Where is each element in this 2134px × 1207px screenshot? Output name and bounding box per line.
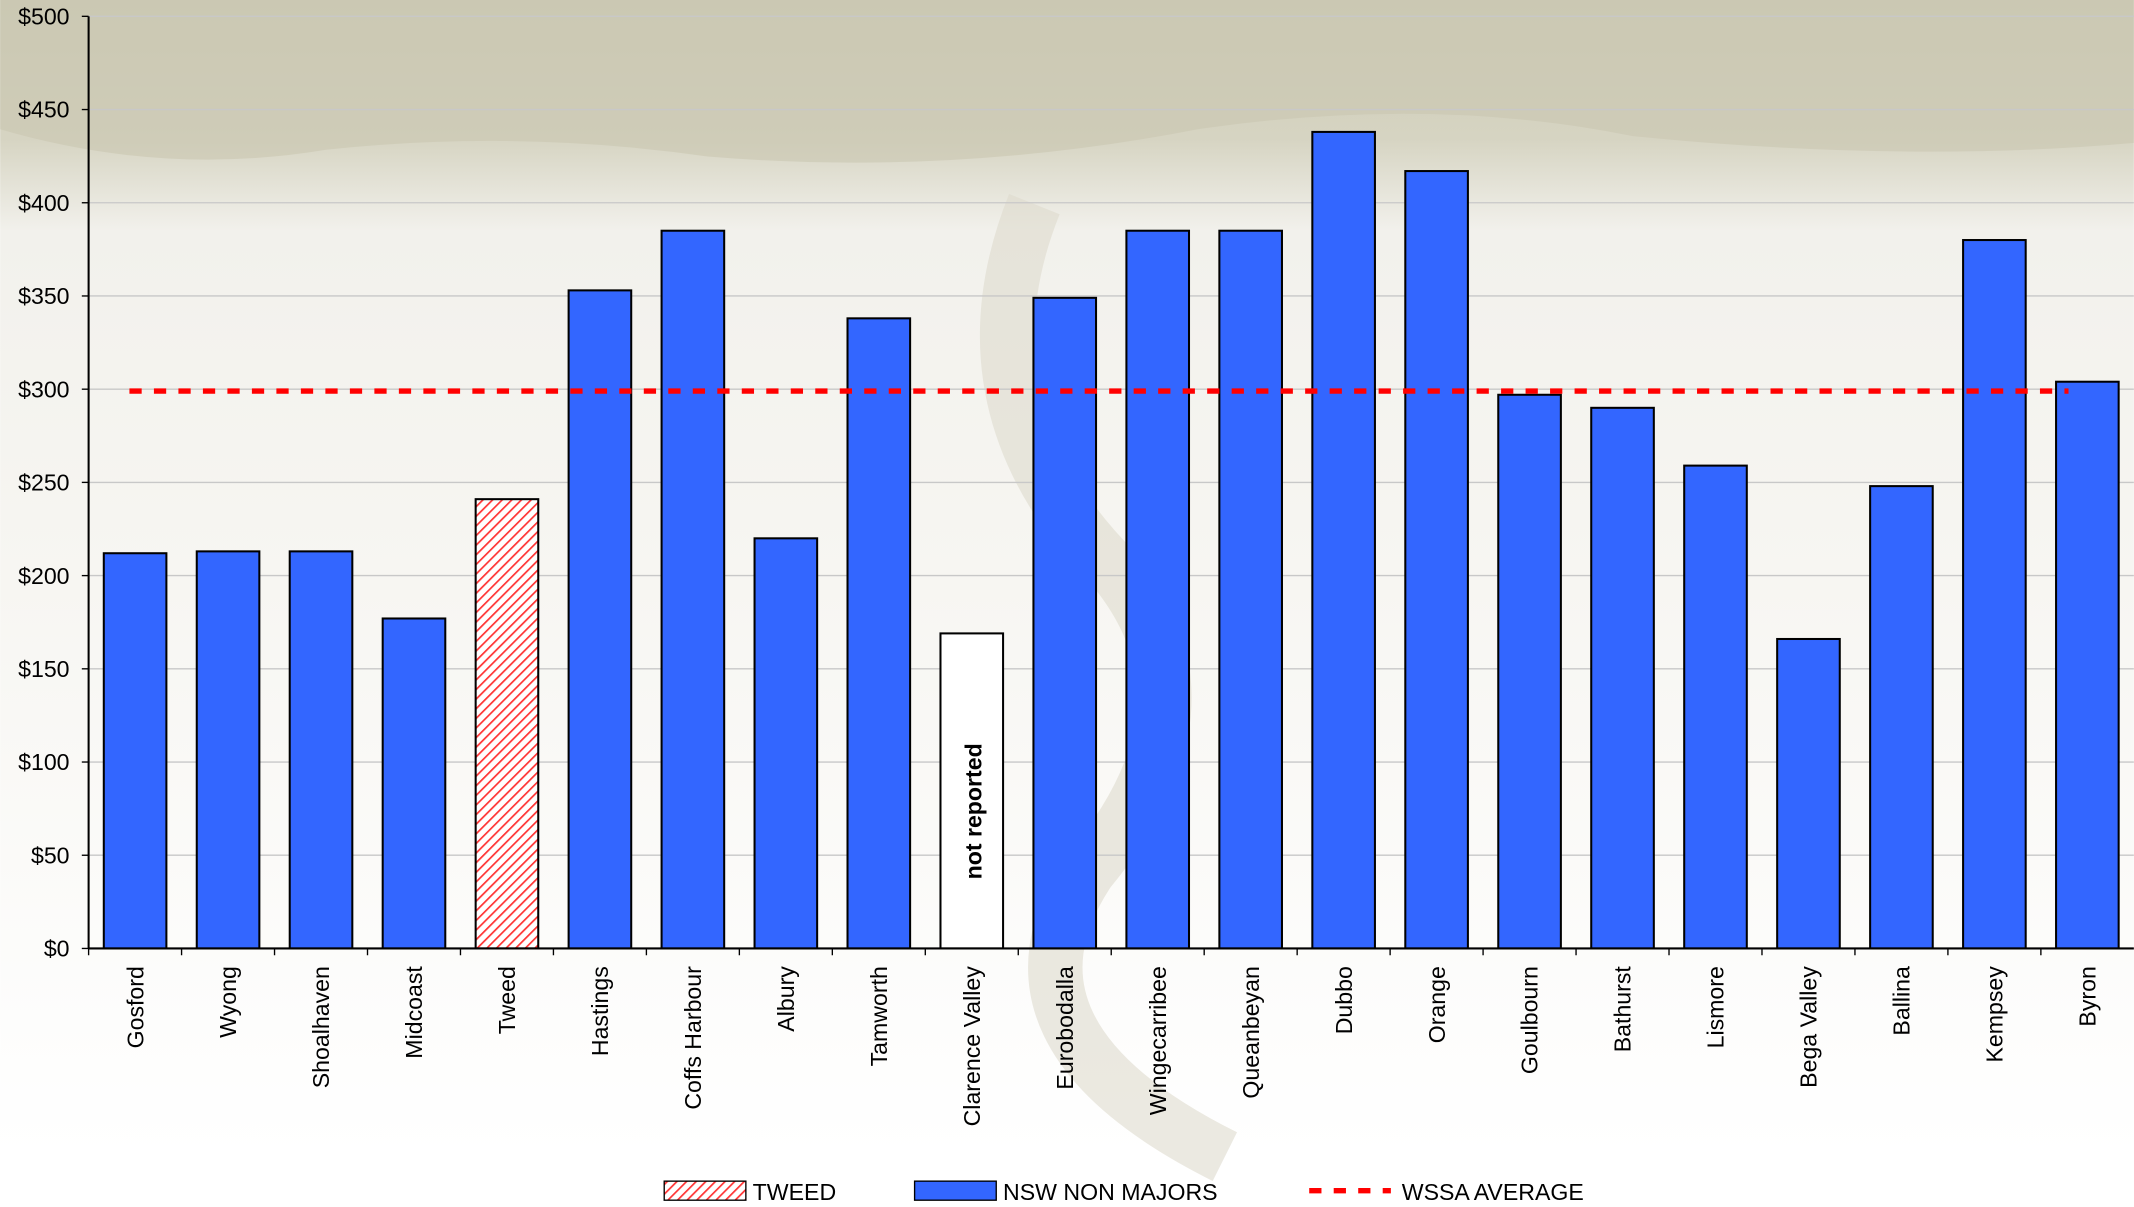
bar	[197, 551, 260, 948]
y-tick-label: $400	[18, 190, 69, 216]
x-tick-label: Orange	[1424, 966, 1450, 1043]
x-tick-label: Wingecarribee	[1145, 966, 1171, 1115]
legend-swatch	[664, 1181, 746, 1200]
y-tick-label: $100	[18, 749, 69, 775]
bar	[476, 499, 539, 948]
x-tick-label: Dubbo	[1331, 966, 1357, 1034]
bar	[1312, 132, 1375, 949]
bar	[1777, 639, 1840, 948]
x-tick-label: Shoalhaven	[308, 966, 334, 1088]
x-tick-label: Tamworth	[866, 966, 892, 1066]
x-tick-label: Gosford	[122, 966, 148, 1048]
bar	[755, 538, 818, 948]
legend-label: TWEED	[753, 1179, 837, 1205]
y-tick-label: $200	[18, 563, 69, 589]
x-tick-label: Bega Valley	[1796, 966, 1822, 1088]
bar	[662, 231, 725, 949]
bar	[1963, 240, 2026, 948]
bar	[104, 553, 167, 948]
x-tick-label: Albury	[773, 966, 799, 1032]
y-tick-label: $150	[18, 656, 69, 682]
x-tick-label: Midcoast	[401, 966, 427, 1059]
y-tick-label: $0	[44, 936, 70, 962]
y-tick-label: $50	[31, 842, 70, 868]
y-tick-label: $450	[18, 97, 69, 123]
bar	[1126, 231, 1189, 949]
bar	[1498, 395, 1561, 949]
x-tick-label: Queanbeyan	[1238, 966, 1264, 1098]
bar	[1405, 171, 1468, 948]
bar	[1591, 408, 1654, 949]
x-tick-label: Eurobodalla	[1052, 966, 1078, 1090]
x-tick-label: Coffs Harbour	[680, 966, 706, 1110]
y-tick-label: $350	[18, 283, 69, 309]
bar	[1684, 466, 1747, 949]
y-tick-label: $250	[18, 470, 69, 496]
x-tick-label: Tweed	[494, 966, 520, 1034]
legend-swatch	[915, 1181, 997, 1200]
bar	[1033, 298, 1096, 949]
x-tick-label: Kempsey	[1982, 966, 2008, 1063]
background-cloud	[0, 0, 2134, 163]
x-tick-label: Byron	[2075, 966, 2101, 1026]
chart: $0 $50 $100 $150 $200 $250 $300 $350 $400 $450 $50…	[0, 0, 2134, 1207]
bar	[383, 618, 446, 948]
y-tick-label: $500	[18, 3, 69, 29]
bar	[1219, 231, 1282, 949]
legend-label: WSSA AVERAGE	[1402, 1179, 1584, 1205]
bar	[290, 551, 353, 948]
annotation: not reported	[960, 743, 986, 879]
x-tick-label: Bathurst	[1610, 966, 1636, 1053]
bar	[848, 318, 911, 948]
bar	[2056, 382, 2119, 949]
bar	[1870, 486, 1933, 948]
x-tick-label: Clarence Valley	[959, 966, 985, 1127]
x-tick-label: Lismore	[1703, 966, 1729, 1048]
x-tick-label: Hastings	[587, 966, 613, 1056]
page: {"chart_data": { "type": "bar", "categor…	[0, 0, 2134, 1207]
x-tick-label: Goulbourn	[1517, 966, 1543, 1074]
y-tick-label: $300	[18, 376, 69, 402]
x-tick-label: Wyong	[215, 966, 241, 1038]
x-tick-label: Ballina	[1889, 966, 1915, 1036]
legend-label: NSW NON MAJORS	[1003, 1179, 1218, 1205]
